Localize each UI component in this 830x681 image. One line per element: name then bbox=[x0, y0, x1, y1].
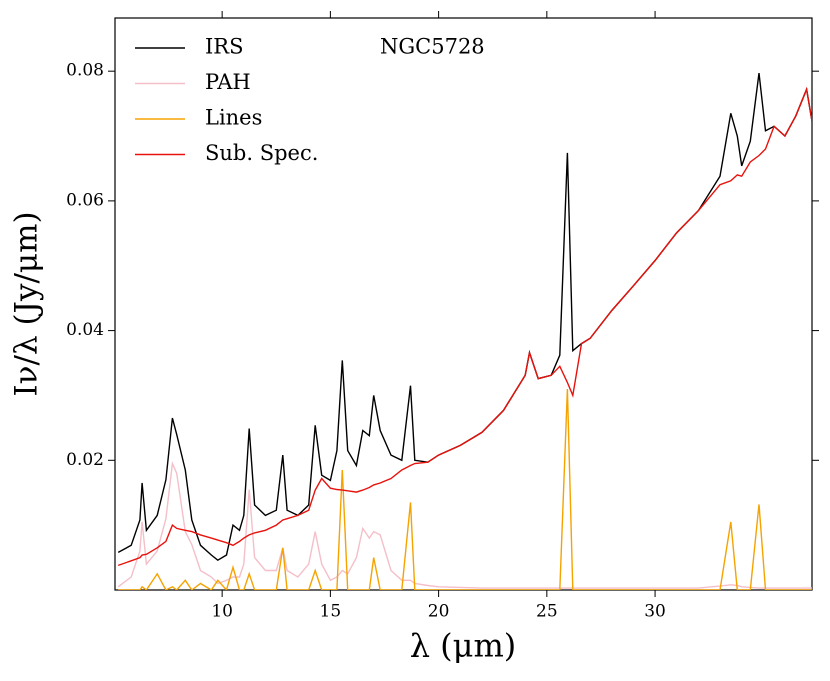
y-axis-label: Iν/λ (Jy/μm) bbox=[9, 211, 45, 396]
series-line bbox=[117, 86, 812, 567]
x-tick-label: 15 bbox=[320, 602, 342, 622]
x-tick-label: 20 bbox=[428, 602, 450, 622]
x-axis-label: λ (μm) bbox=[410, 627, 517, 665]
y-tick-label: 0.08 bbox=[66, 61, 104, 81]
x-tick-label: 25 bbox=[536, 602, 558, 622]
x-tick-label: 30 bbox=[644, 602, 666, 622]
series-line bbox=[117, 73, 812, 562]
legend-label: PAH bbox=[205, 70, 251, 94]
y-tick-label: 0.06 bbox=[66, 190, 104, 210]
y-tick-label: 0.04 bbox=[66, 320, 104, 340]
y-tick-label: 0.02 bbox=[66, 450, 104, 470]
annotation: NGC5728 bbox=[380, 35, 485, 59]
x-tick-label: 10 bbox=[211, 602, 233, 622]
legend-label: IRS bbox=[205, 35, 244, 59]
series-line bbox=[117, 460, 812, 589]
plot-frame bbox=[114, 17, 813, 591]
legend-label: Sub. Spec. bbox=[205, 141, 318, 165]
series-line bbox=[118, 388, 812, 590]
legend-label: Lines bbox=[205, 106, 262, 130]
